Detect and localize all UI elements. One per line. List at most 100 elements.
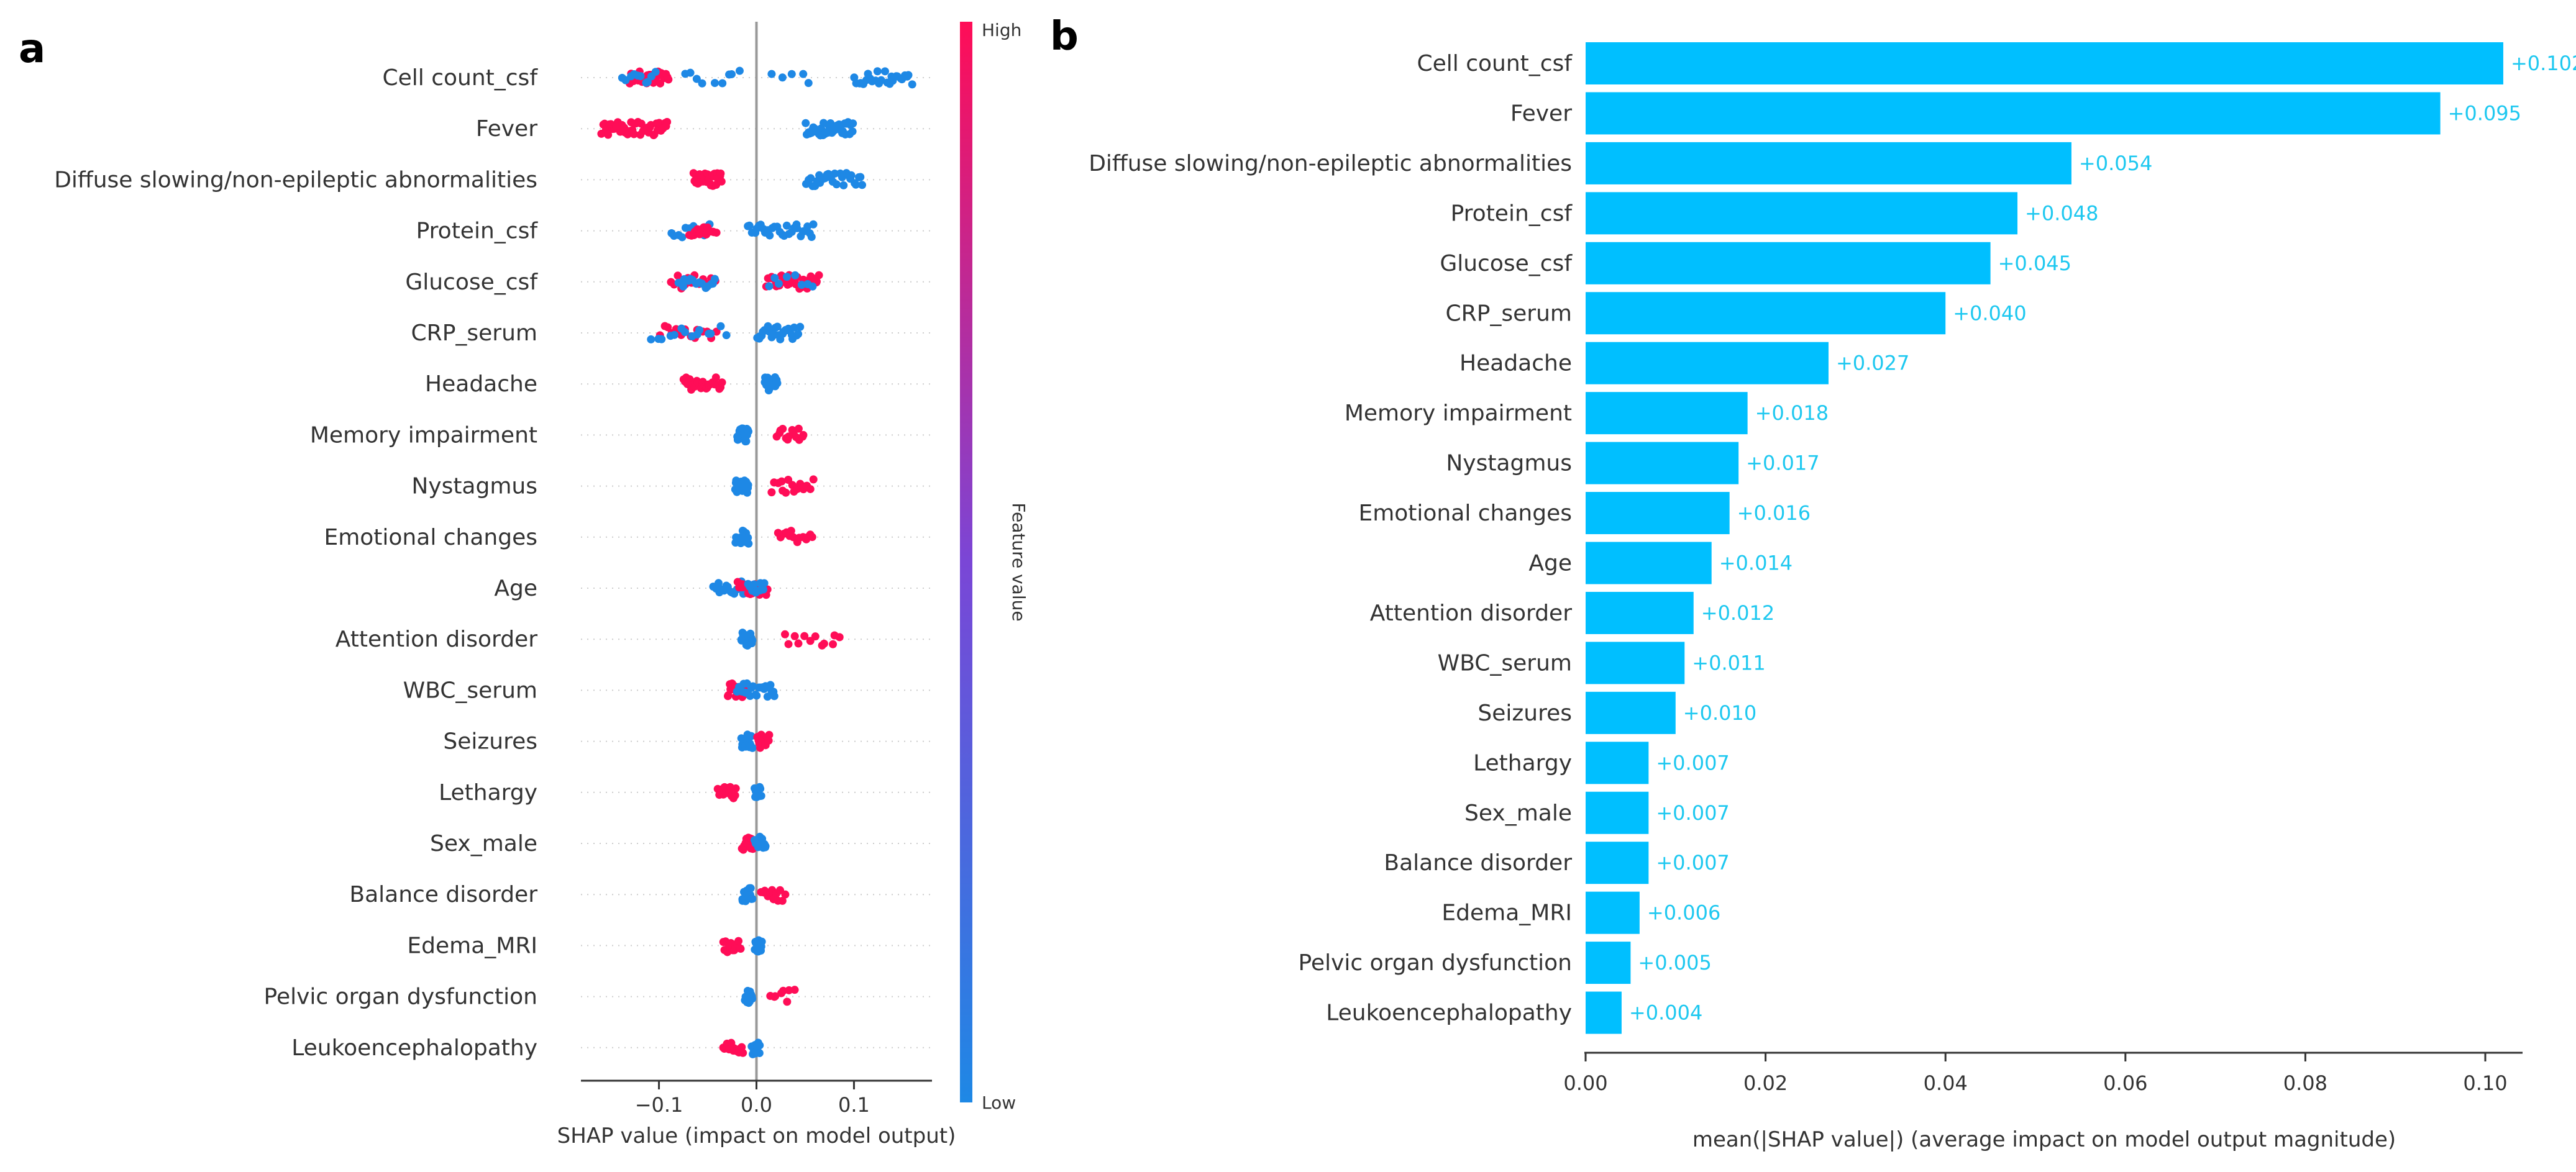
panel-a-point — [770, 692, 779, 701]
panel-a-point — [731, 791, 739, 800]
panel-a-point — [742, 437, 751, 445]
panel-a-feature-labels: Cell count_csf Fever Diffuse slowing/non-e… — [54, 65, 538, 1061]
panel-a-point — [750, 580, 759, 589]
panel-a-point — [739, 1048, 747, 1057]
panel-a-point — [748, 894, 757, 903]
panel-a-point — [745, 221, 754, 230]
panel-a-point — [782, 273, 791, 281]
panel-a-point — [784, 640, 793, 648]
panel-a-point — [778, 896, 787, 905]
panel-b-bar — [1586, 92, 2441, 135]
panel-a-point — [718, 378, 726, 387]
panel-b-bar — [1586, 442, 1739, 484]
panel-b-bar — [1586, 891, 1640, 934]
panel-a: a Cell count_csf Fever Diffuse slowing/non… — [19, 20, 1029, 1148]
panel-a-point — [763, 693, 772, 701]
panel-b-value-label: +0.054 — [2079, 152, 2152, 175]
panel-a-point — [783, 997, 792, 1006]
panel-a-tick-label: 0.0 — [741, 1093, 772, 1117]
panel-b-bar — [1586, 591, 1694, 634]
panel-a-point — [749, 682, 757, 691]
panel-b-bar — [1586, 742, 1649, 784]
panel-a-point — [765, 231, 774, 240]
panel-a-point — [744, 539, 753, 548]
panel-a-point — [839, 181, 848, 189]
panel-a-point — [712, 229, 721, 237]
panel-a-feature-label: Edema_MRI — [407, 933, 537, 958]
panel-a-point — [647, 335, 655, 343]
panel-a-point — [781, 890, 790, 899]
panel-a-point — [782, 221, 791, 230]
panel-a-point — [800, 632, 809, 640]
panel-a-point — [790, 986, 799, 994]
panel-a-point — [790, 632, 799, 640]
panel-b-value-label: +0.007 — [1656, 851, 1729, 874]
panel-a-point — [791, 271, 800, 279]
panel-a-point — [746, 884, 755, 893]
panel-a-point — [773, 322, 782, 331]
panel-b-category-label: Diffuse slowing/non-epileptic abnormalit… — [1089, 151, 1572, 176]
panel-b-tick-label: 0.00 — [1563, 1071, 1607, 1095]
panel-a-point — [811, 632, 820, 641]
panel-b-category-label: Pelvic organ dysfunction — [1299, 950, 1572, 976]
panel-a-point — [779, 986, 788, 995]
panel-a-point — [808, 533, 816, 542]
panel-a-point — [858, 181, 867, 189]
panel-a-point — [664, 323, 672, 332]
panel-a-point — [787, 70, 796, 78]
panel-b-x-ticks: 0.00 0.02 0.04 0.06 0.08 0.10 — [1563, 1053, 2508, 1095]
panel-a-point — [780, 630, 789, 638]
panel-a-point — [744, 534, 752, 542]
panel-a-point — [849, 119, 857, 128]
panel-b-bar — [1586, 192, 2018, 235]
panel-a-point — [799, 430, 808, 439]
panel-a-feature-label: Nystagmus — [411, 474, 537, 499]
panel-a-feature-label: Cell count_csf — [382, 65, 538, 91]
panel-b-tick-label: 0.08 — [2283, 1071, 2327, 1095]
panel-b-category-label: Seizures — [1478, 701, 1572, 726]
panel-a-point — [752, 691, 761, 700]
panel-a-point — [770, 273, 779, 282]
panel-b-value-label: +0.048 — [2025, 201, 2098, 225]
panel-a-point — [794, 330, 803, 338]
panel-b-bar — [1586, 942, 1631, 984]
panel-b-value-label: +0.007 — [1656, 751, 1729, 775]
panel-a-feature-label: Balance disorder — [349, 882, 537, 907]
panel-a-feature-label: Glucose_csf — [405, 270, 538, 295]
panel-a-point — [802, 119, 810, 127]
panel-a-feature-label: Lethargy — [439, 780, 537, 806]
panel-a-point — [686, 68, 695, 77]
colorbar — [960, 22, 972, 1102]
panel-b-value-label: +0.045 — [1998, 252, 2071, 275]
panel-b-category-label: Balance disorder — [1384, 850, 1572, 876]
panel-b-category-label: Lethargy — [1473, 750, 1572, 776]
panel-b-value-label: +0.005 — [1638, 951, 1711, 974]
colorbar-low-label: Low — [982, 1093, 1016, 1113]
panel-a-point — [799, 70, 808, 78]
panel-a-x-ticks: −0.1 0.0 0.1 — [635, 1081, 870, 1117]
panel-a-points — [597, 66, 916, 1058]
panel-a-point — [757, 791, 765, 800]
panel-a-point — [710, 79, 719, 88]
panel-a-feature-label: Fever — [476, 116, 537, 142]
panel-a-feature-label: Diffuse slowing/non-epileptic abnormalit… — [54, 167, 537, 193]
panel-a-point — [695, 326, 704, 335]
panel-a-point — [698, 79, 706, 88]
panel-a-point — [835, 633, 844, 642]
panel-a-point — [904, 71, 913, 79]
panel-b-value-label: +0.016 — [1737, 501, 1811, 525]
panel-a-point — [808, 282, 817, 291]
panel-a-point — [756, 1041, 764, 1050]
panel-b-bar — [1586, 542, 1712, 584]
panel-a-point — [815, 271, 823, 279]
panel-b-category-label: Nystagmus — [1446, 451, 1572, 476]
panel-a-point — [736, 945, 745, 953]
panel-a-point — [748, 636, 757, 645]
panel-b-value-label: +0.004 — [1629, 1001, 1702, 1025]
panel-a-point — [629, 130, 638, 139]
panel-b-category-label: Attention disorder — [1370, 601, 1572, 626]
panel-b-category-label: Edema_MRI — [1441, 901, 1572, 926]
panel-a-point — [779, 424, 787, 433]
panel-a-point — [681, 328, 690, 337]
panel-a-point — [717, 177, 726, 186]
